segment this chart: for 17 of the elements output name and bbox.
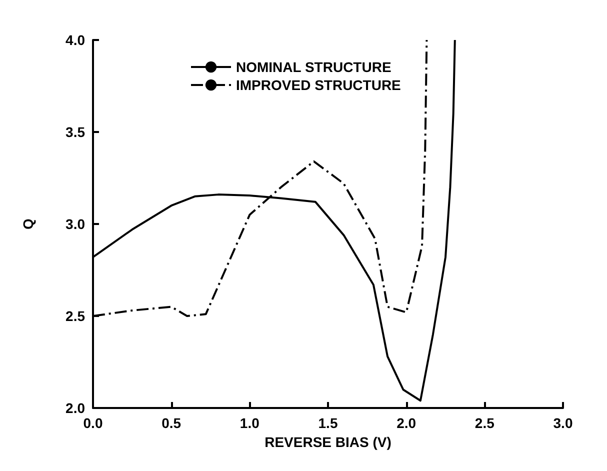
y-axis-title: Q	[20, 218, 36, 230]
y-tick-label: 2.5	[66, 308, 86, 324]
legend-label: NOMINAL STRUCTURE	[236, 59, 392, 75]
x-tick-label: 2.5	[474, 415, 495, 431]
x-tick-label: 2.0	[396, 415, 416, 431]
y-tick-label: 2.0	[66, 400, 86, 416]
x-tick-label: 0.0	[83, 415, 103, 431]
x-axis-title: REVERSE BIAS (V)	[264, 434, 392, 450]
x-tick-label: 0.5	[162, 415, 182, 431]
y-tick-label: 3.5	[66, 124, 86, 140]
y-tick-label: 4.0	[66, 32, 86, 48]
x-tick-label: 3.0	[553, 415, 573, 431]
x-tick-label: 1.5	[318, 415, 338, 431]
y-tick-label: 3.0	[66, 216, 86, 232]
legend-label: IMPROVED STRUCTURE	[236, 77, 401, 93]
line-series	[92, 39, 456, 402]
x-tick-label: 1.0	[240, 415, 260, 431]
